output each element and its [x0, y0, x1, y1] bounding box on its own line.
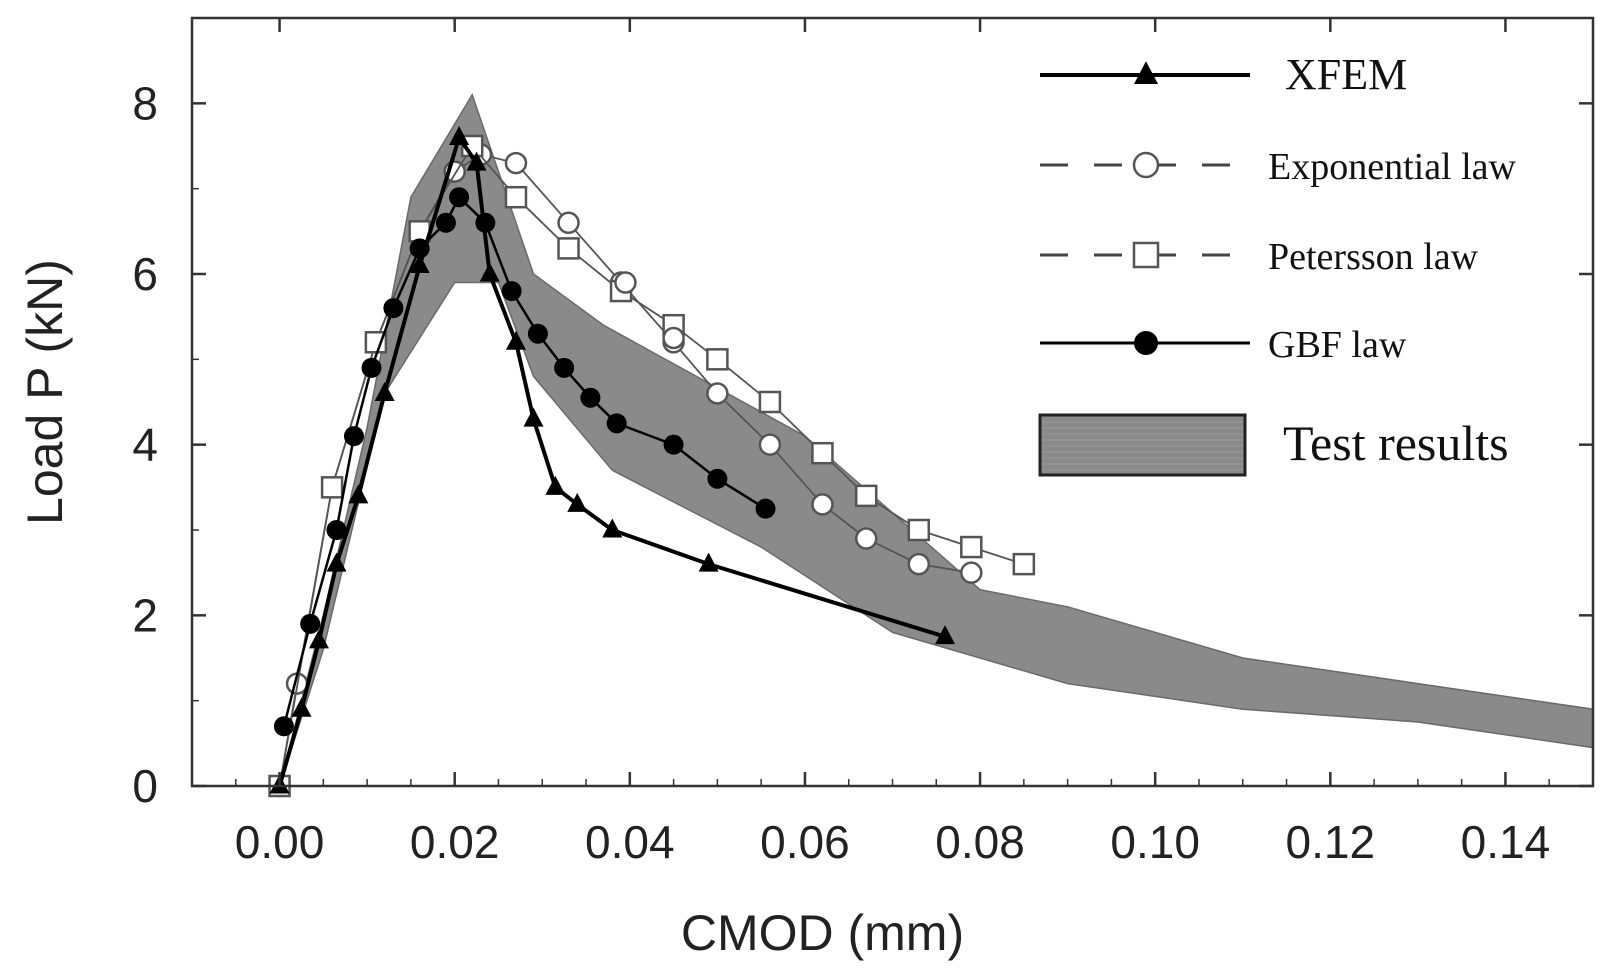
data-point	[326, 552, 347, 572]
legend-marker	[1132, 241, 1160, 269]
data-point	[758, 390, 782, 414]
data-point	[300, 613, 321, 634]
data-point	[435, 212, 456, 233]
legend-item-gbf-law: GBF law	[1040, 324, 1407, 366]
data-point	[907, 552, 931, 576]
legend-item-petersson-law: Petersson law	[1040, 236, 1479, 278]
data-point	[504, 151, 528, 175]
data-point	[854, 527, 878, 550]
data-point	[557, 211, 580, 235]
legend-marker	[1134, 61, 1158, 84]
data-point	[758, 433, 782, 456]
data-point	[663, 434, 684, 455]
series-gbf-law	[273, 187, 776, 737]
x-tick-label: 0.00	[235, 816, 325, 868]
data-point	[466, 151, 487, 171]
data-point	[811, 493, 834, 516]
data-point	[501, 281, 522, 302]
data-point	[348, 484, 369, 504]
x-axis-title: CMOD (mm)	[681, 905, 964, 961]
data-point	[706, 382, 729, 405]
data-point	[1012, 552, 1036, 576]
data-point	[935, 625, 956, 645]
data-point	[475, 212, 496, 233]
data-point	[606, 413, 627, 434]
data-point	[504, 185, 528, 209]
series-line	[278, 144, 1025, 787]
x-tick-label: 0.04	[585, 816, 675, 868]
y-tick-label: 6	[132, 248, 158, 300]
data-point	[811, 441, 834, 465]
data-point	[505, 330, 526, 350]
legend-marker	[1132, 151, 1160, 179]
data-point	[614, 271, 637, 294]
plot-frame	[190, 16, 1595, 788]
data-point	[854, 484, 878, 508]
data-point	[698, 552, 719, 572]
data-point	[960, 561, 983, 584]
legend-swatch	[1038, 413, 1247, 477]
data-point	[449, 187, 470, 208]
data-point	[545, 475, 566, 495]
data-point	[308, 629, 329, 649]
x-tick-label: 0.12	[1286, 816, 1376, 868]
data-point	[557, 237, 580, 260]
series-layer	[268, 125, 1036, 798]
data-point	[409, 238, 430, 259]
data-point	[320, 476, 344, 499]
data-point	[662, 326, 685, 350]
legend-label: Petersson law	[1268, 236, 1479, 278]
data-point	[523, 407, 544, 427]
data-point	[960, 535, 983, 559]
data-point	[706, 348, 729, 371]
data-point	[273, 716, 294, 737]
legend: XFEM Exponential law Petersson law GBF law T…	[1038, 50, 1517, 477]
data-point	[602, 518, 623, 538]
axes-layer: 0.00 0.02 0.04 0.06 0.08 0.10 0.12 0.14 0 2 4 6 8 CMO…	[17, 16, 1595, 961]
data-point	[364, 331, 388, 354]
series-line	[282, 195, 767, 727]
data-point	[374, 381, 395, 401]
data-point	[554, 357, 575, 378]
data-point	[361, 357, 382, 378]
data-point	[449, 125, 470, 145]
legend-label: XFEM	[1285, 50, 1407, 99]
series-petersson-law	[268, 134, 1036, 798]
x-tick-label: 0.06	[760, 816, 850, 868]
y-tick-label: 4	[132, 419, 158, 471]
data-point	[343, 426, 364, 447]
legend-label: Exponential law	[1268, 146, 1517, 188]
y-tick-label: 8	[132, 77, 158, 129]
x-tick-label: 0.02	[410, 816, 500, 868]
x-tick-label: 0.14	[1461, 816, 1551, 868]
data-point	[479, 262, 500, 282]
data-point	[907, 518, 931, 542]
data-point	[409, 253, 430, 273]
data-point	[326, 520, 347, 540]
legend-label: GBF law	[1268, 324, 1407, 366]
data-point	[580, 387, 601, 408]
x-tick-label: 0.08	[935, 816, 1025, 868]
y-tick-label: 0	[132, 760, 158, 812]
legend-label: Test results	[1283, 415, 1509, 471]
legend-item-exponential-law: Exponential law	[1040, 146, 1517, 188]
data-point	[755, 498, 776, 519]
y-axis-title: Load P (kN)	[17, 259, 73, 525]
legend-marker	[1134, 331, 1158, 355]
legend-item-xfem: XFEM	[1040, 50, 1407, 99]
data-point	[567, 492, 588, 512]
data-point	[527, 323, 548, 344]
data-point	[291, 697, 312, 717]
data-point	[383, 298, 404, 319]
y-tick-label: 2	[132, 589, 158, 641]
data-point	[707, 468, 728, 489]
x-tick-label: 0.10	[1110, 816, 1200, 868]
legend-item-test-results: Test results	[1038, 413, 1509, 477]
